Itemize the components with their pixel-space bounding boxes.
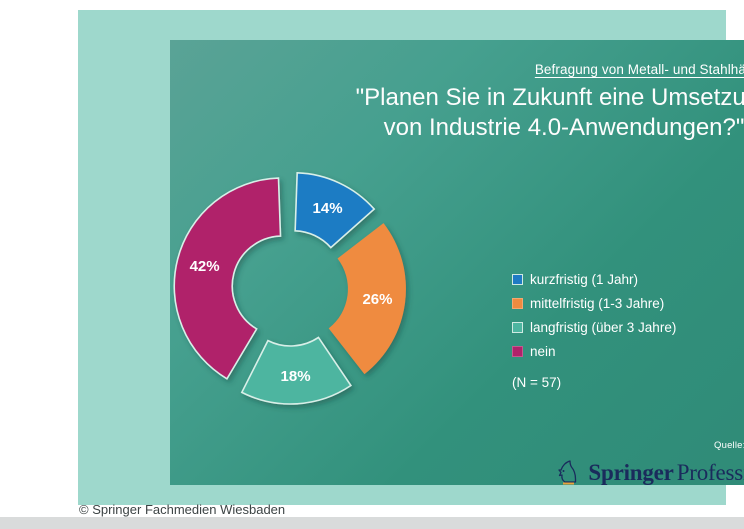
chart-subtitle: Befragung von Metall- und Stahlhändlern: xyxy=(534,62,744,77)
legend-item-label: nein xyxy=(530,343,556,359)
donut-slice[interactable] xyxy=(328,223,406,375)
legend-swatch xyxy=(512,298,523,309)
springer-professional-logo: Springer Professional xyxy=(555,458,744,485)
donut-slices xyxy=(173,171,406,405)
chart-title-line-1: "Planen Sie in Zukunft eine Umsetzung xyxy=(355,84,744,111)
logo-word-springer: Springer xyxy=(588,459,674,485)
chart-title-line-2: von Industrie 4.0-Anwendungen?" xyxy=(383,114,744,141)
legend-rows: kurzfristig (1 Jahr) mittelfristig (1-3 J… xyxy=(512,268,744,363)
donut-slice[interactable] xyxy=(240,336,353,405)
sample-size-note: (N = 57) xyxy=(512,375,562,390)
legend-swatch xyxy=(512,322,523,333)
legend-item[interactable]: kurzfristig (1 Jahr) xyxy=(512,268,744,291)
page-bottom-band xyxy=(0,517,744,529)
legend-item-label: langfristig (über 3 Jahre) xyxy=(530,319,677,335)
legend-item[interactable]: nein xyxy=(512,340,744,363)
donut-slice-labels: 14% 26% 18% 42% xyxy=(190,200,393,385)
donut-chart-svg: 14% 26% 18% 42% xyxy=(173,171,406,405)
image-caption: © Springer Fachmedien Wiesbaden xyxy=(79,502,286,517)
slice-data-label: 26% xyxy=(362,291,392,308)
logo-word-professional: Professional xyxy=(676,459,744,485)
chart-title-block: Befragung von Metall- und Stahlhändlern:… xyxy=(340,62,744,143)
slice-data-label: 14% xyxy=(313,200,343,217)
springer-knight-icon xyxy=(558,460,577,485)
chart-legend: kurzfristig (1 Jahr) mittelfristig (1-3 J… xyxy=(512,268,744,390)
legend-swatch xyxy=(512,274,523,285)
legend-item-label: kurzfristig (1 Jahr) xyxy=(530,271,639,287)
figure-frame: Befragung von Metall- und Stahlhändlern:… xyxy=(78,10,744,505)
chart-panel: Befragung von Metall- und Stahlhändlern:… xyxy=(170,40,744,485)
legend-swatch xyxy=(512,346,523,357)
donut-chart: 14% 26% 18% 42% xyxy=(170,40,744,485)
source-note: Quelle: FhG-IPA xyxy=(714,440,744,451)
legend-item[interactable]: mittelfristig (1-3 Jahre) xyxy=(512,292,744,315)
legend-item[interactable]: langfristig (über 3 Jahre) xyxy=(512,316,744,339)
donut-slice[interactable] xyxy=(173,177,282,380)
donut-slice[interactable] xyxy=(294,171,376,249)
slice-data-label: 42% xyxy=(190,258,220,275)
legend-item-label: mittelfristig (1-3 Jahre) xyxy=(530,295,665,311)
slice-data-label: 18% xyxy=(281,368,311,385)
